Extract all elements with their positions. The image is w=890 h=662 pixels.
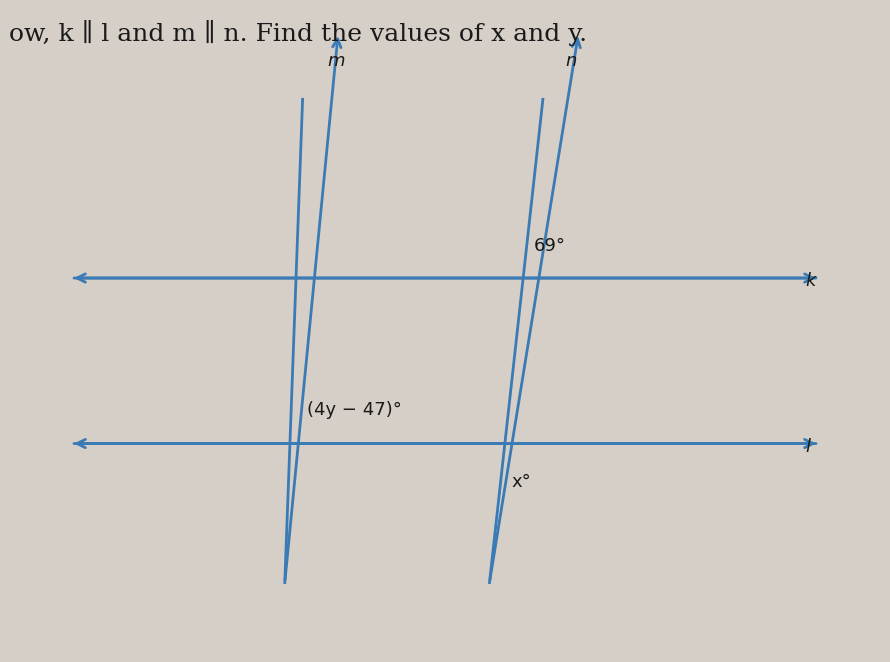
Text: k: k xyxy=(805,272,816,291)
Text: x°: x° xyxy=(512,473,531,491)
Text: (4y − 47)°: (4y − 47)° xyxy=(307,401,402,420)
Text: 69°: 69° xyxy=(534,237,566,255)
Text: l: l xyxy=(805,438,811,456)
Text: n: n xyxy=(565,52,577,70)
Text: ow, k ∥ l and m ∥ n. Find the values of x and y.: ow, k ∥ l and m ∥ n. Find the values of … xyxy=(9,20,587,46)
Text: m: m xyxy=(328,52,345,70)
